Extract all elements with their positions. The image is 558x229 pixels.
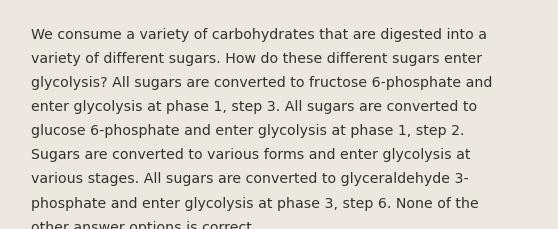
Text: glucose 6-phosphate and enter glycolysis at phase 1, step 2.: glucose 6-phosphate and enter glycolysis… [31, 124, 464, 138]
Text: glycolysis? All sugars are converted to fructose 6-phosphate and: glycolysis? All sugars are converted to … [31, 76, 492, 90]
Text: enter glycolysis at phase 1, step 3. All sugars are converted to: enter glycolysis at phase 1, step 3. All… [31, 100, 477, 114]
Text: Sugars are converted to various forms and enter glycolysis at: Sugars are converted to various forms an… [31, 148, 470, 162]
Text: We consume a variety of carbohydrates that are digested into a: We consume a variety of carbohydrates th… [31, 27, 487, 41]
Text: other answer options is correct.: other answer options is correct. [31, 220, 256, 229]
Text: phosphate and enter glycolysis at phase 3, step 6. None of the: phosphate and enter glycolysis at phase … [31, 196, 478, 210]
Text: various stages. All sugars are converted to glyceraldehyde 3-: various stages. All sugars are converted… [31, 172, 468, 186]
Text: variety of different sugars. How do these different sugars enter: variety of different sugars. How do thes… [31, 52, 482, 65]
